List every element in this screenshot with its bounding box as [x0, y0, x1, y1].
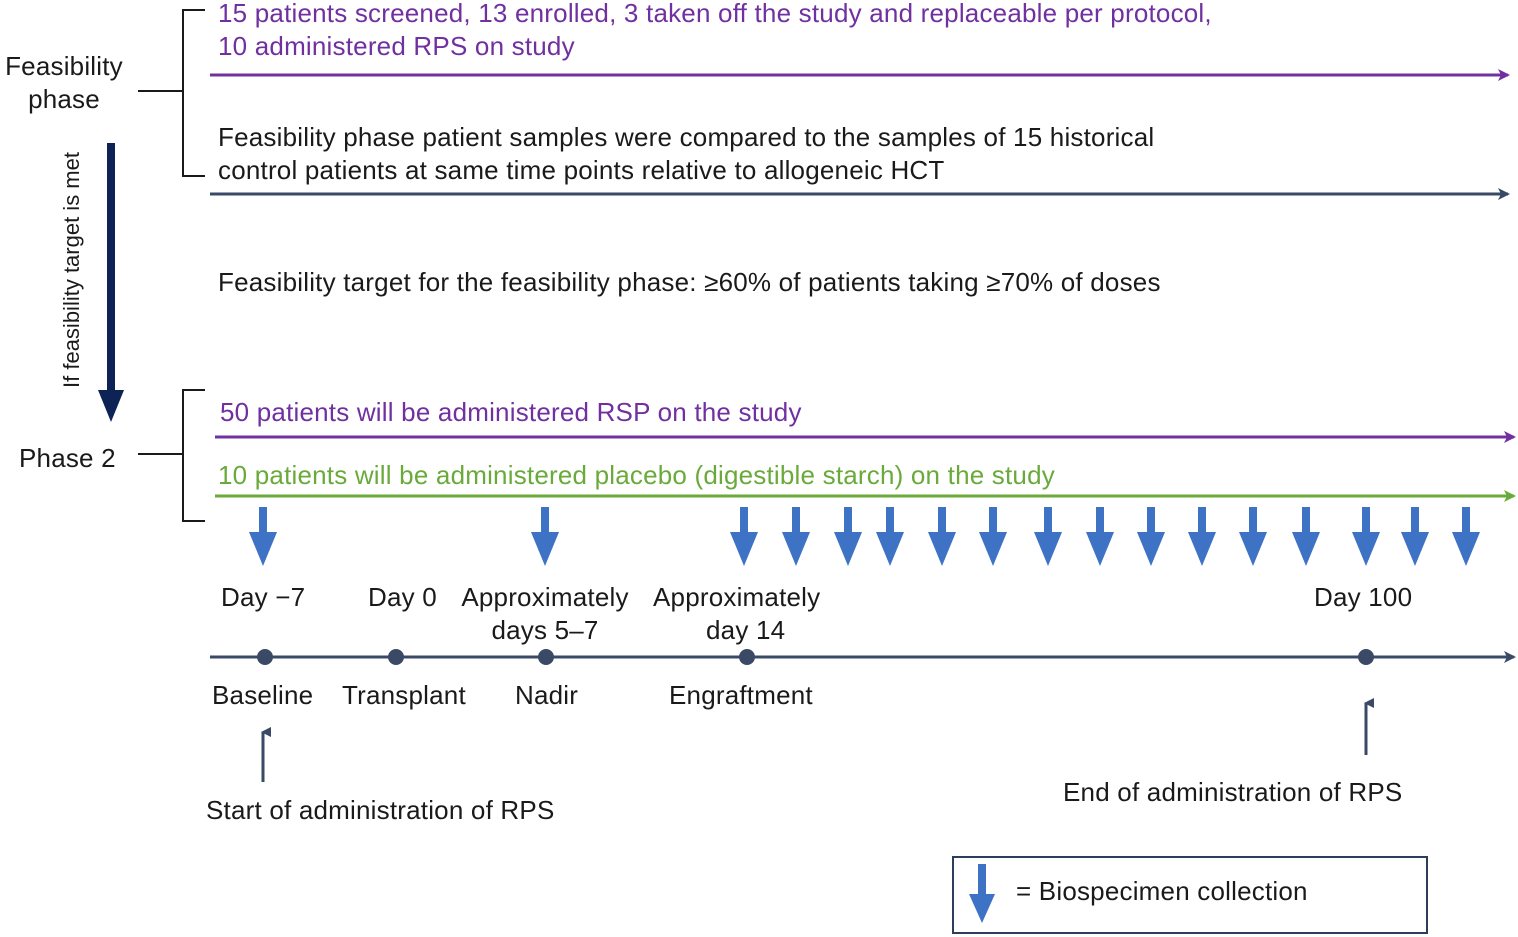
feasibility-rps-text-line2: 10 administered RPS on study — [218, 31, 575, 61]
biospecimen-arrow-icon — [1452, 507, 1480, 566]
biospecimen-arrow-icon — [1137, 507, 1165, 566]
day-label-transplant: Day 0 — [368, 582, 437, 612]
rsp-arm-text: 50 patients will be administered RSP on … — [220, 397, 802, 427]
event-label-transplant: Transplant — [342, 680, 466, 710]
biospecimen-arrow-icon — [1352, 507, 1380, 566]
biospecimen-arrow-icon — [782, 507, 810, 566]
placebo-arm-text: 10 patients will be administered placebo… — [218, 460, 1055, 490]
feasibility-target-text: Feasibility target for the feasibility p… — [218, 267, 1161, 297]
timeline-dot-nadir — [538, 649, 554, 665]
timeline-dot-transplant — [388, 649, 404, 665]
biospecimen-arrow-icon — [1292, 507, 1320, 566]
phase2-bracket — [182, 389, 205, 522]
event-label-nadir: Nadir — [515, 680, 579, 710]
legend-box — [952, 856, 1428, 934]
start-administration-text: Start of administration of RPS — [206, 795, 555, 825]
timeline-dot-engraftment — [739, 649, 755, 665]
biospecimen-arrow-icon — [1239, 507, 1267, 566]
event-label-baseline: Baseline — [212, 680, 314, 710]
timeline-dot-day100 — [1358, 649, 1374, 665]
biospecimen-arrow-icon — [531, 507, 559, 566]
biospecimen-arrow-icon — [876, 507, 904, 566]
day-label-engraftment: Approximately day 14 — [653, 582, 821, 645]
timeline-dot-baseline — [257, 649, 273, 665]
biospecimen-arrows — [249, 507, 1480, 566]
legend-text: = Biospecimen collection — [1016, 876, 1308, 906]
biospecimen-arrow-icon — [1188, 507, 1216, 566]
historical-control-text-line1: Feasibility phase patient samples were c… — [218, 122, 1155, 152]
historical-control-text-line2: control patients at same time points rel… — [218, 155, 945, 185]
day-label-baseline: Day −7 — [221, 582, 306, 612]
biospecimen-arrow-icon — [1034, 507, 1062, 566]
day-label-nadir: Approximately days 5–7 — [461, 582, 629, 645]
event-label-engraftment: Engraftment — [669, 680, 813, 710]
transition-label: If feasibility target is met — [59, 152, 84, 388]
biospecimen-arrow-icon — [249, 507, 277, 566]
biospecimen-arrow-icon — [834, 507, 862, 566]
end-administration-text: End of administration of RPS — [1063, 777, 1403, 807]
day-label-day100: Day 100 — [1314, 582, 1413, 612]
transition-arrow-head — [98, 390, 124, 422]
feasibility-phase-label: Feasibility phase — [5, 51, 123, 114]
feasibility-bracket — [182, 9, 205, 177]
biospecimen-arrow-icon — [730, 507, 758, 566]
feasibility-rps-text-line1: 15 patients screened, 13 enrolled, 3 tak… — [218, 0, 1212, 28]
biospecimen-arrow-icon — [979, 507, 1007, 566]
down-arrow-icon — [969, 864, 995, 923]
phase2-label: Phase 2 — [19, 443, 116, 473]
biospecimen-arrow-icon — [1401, 507, 1429, 566]
biospecimen-arrow-icon — [1086, 507, 1114, 566]
biospecimen-arrow-icon — [928, 507, 956, 566]
